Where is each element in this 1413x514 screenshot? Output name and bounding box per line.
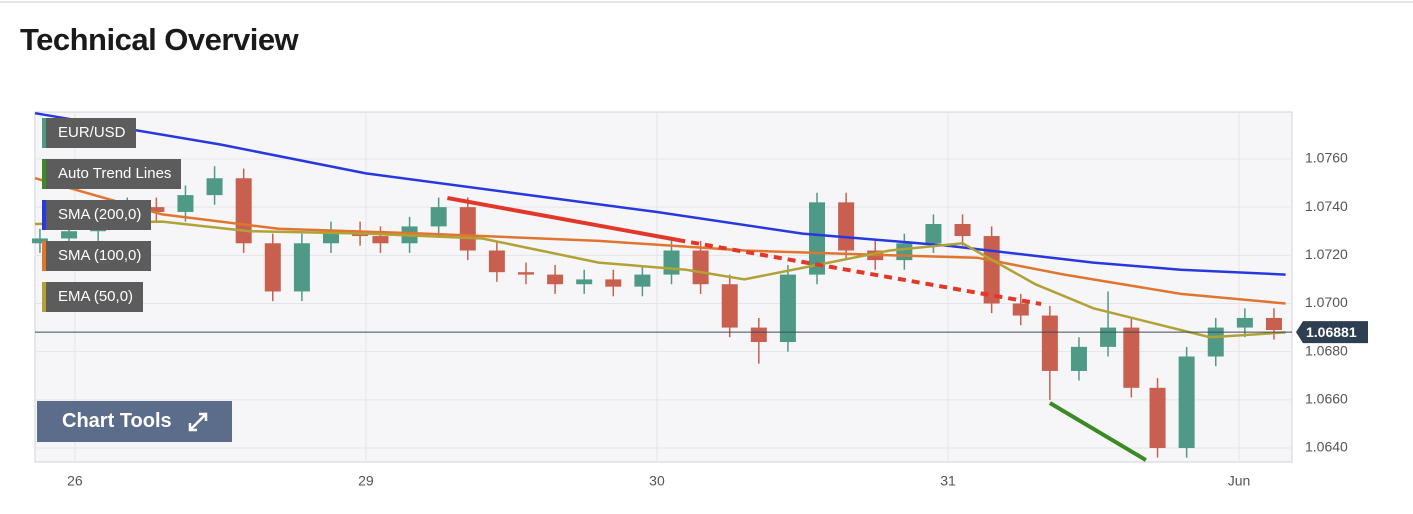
y-tick-label: 1.0720 (1305, 246, 1348, 262)
x-tick-label: 30 (649, 473, 665, 489)
x-tick-label: 31 (940, 473, 956, 489)
candle-body (1100, 327, 1117, 347)
y-tick-label: 1.0660 (1305, 391, 1348, 407)
candle-body (750, 327, 767, 343)
legend-item[interactable]: SMA (200,0) (42, 200, 152, 230)
candle-body (663, 250, 680, 275)
candle-body (1265, 317, 1282, 330)
candle-body (896, 243, 913, 261)
candle-body (1207, 327, 1224, 357)
y-tick-label: 1.0680 (1305, 342, 1348, 358)
candle-body (517, 272, 534, 275)
y-tick-label: 1.0700 (1305, 294, 1348, 310)
top-border (0, 1, 1413, 3)
candle-body (1041, 315, 1058, 371)
candle-body (721, 284, 738, 328)
candle-body (322, 231, 339, 244)
candle-body (809, 202, 826, 275)
candle-body (61, 231, 78, 239)
indicator-line (34, 220, 1286, 339)
trend-line (447, 196, 678, 242)
indicator-line (34, 176, 1286, 305)
candle-body (576, 279, 593, 285)
candle-body (1012, 303, 1029, 316)
candle-body (605, 279, 622, 287)
candle-body (372, 236, 389, 244)
candle-body (779, 274, 796, 343)
candle-body (634, 274, 651, 287)
button-label: Chart Tools (62, 410, 172, 432)
expand-icon (188, 412, 208, 432)
candle-body (838, 202, 855, 251)
page-title: Technical Overview (20, 22, 299, 57)
candle-body (235, 178, 252, 244)
indicator-line (34, 111, 1286, 276)
candle-body (1070, 346, 1087, 371)
last-price-tag (1296, 321, 1368, 344)
candle-body (177, 195, 194, 212)
x-tick-label: 26 (67, 473, 83, 489)
candle-body (293, 243, 310, 292)
candle-body (459, 207, 476, 251)
candle-body (1149, 387, 1166, 449)
candle-body (31, 238, 48, 244)
candle-body (692, 250, 709, 285)
candle-body (148, 207, 165, 212)
plot-area (34, 111, 1293, 463)
candle-body (1236, 317, 1253, 328)
candle-body (206, 178, 223, 196)
candle-body (1178, 356, 1195, 449)
chart-tools-button[interactable]: Chart Tools (37, 401, 232, 442)
legend-item[interactable]: EUR/USD (42, 118, 136, 148)
y-tick-label: 1.0640 (1305, 439, 1348, 455)
legend-item[interactable]: SMA (100,0) (42, 241, 152, 271)
legend-item[interactable]: Auto Trend Lines (42, 159, 182, 189)
candle-body (954, 224, 971, 237)
candle-body (430, 207, 447, 227)
candle-body (547, 274, 564, 285)
candle-body (1123, 327, 1140, 388)
candle-body (264, 243, 281, 292)
legend-item[interactable]: EMA (50,0) (42, 282, 144, 312)
candle-body (925, 224, 942, 244)
candle-body (488, 250, 505, 273)
last-price-label: 1.06881 (1306, 324, 1357, 340)
x-tick-label: Jun (1228, 473, 1251, 489)
x-tick-label: 29 (358, 473, 374, 489)
y-tick-label: 1.0740 (1305, 198, 1348, 214)
candle-body (983, 236, 1000, 304)
y-tick-label: 1.0760 (1305, 150, 1348, 166)
trend-line (1048, 401, 1147, 462)
trend-line (676, 237, 1042, 306)
